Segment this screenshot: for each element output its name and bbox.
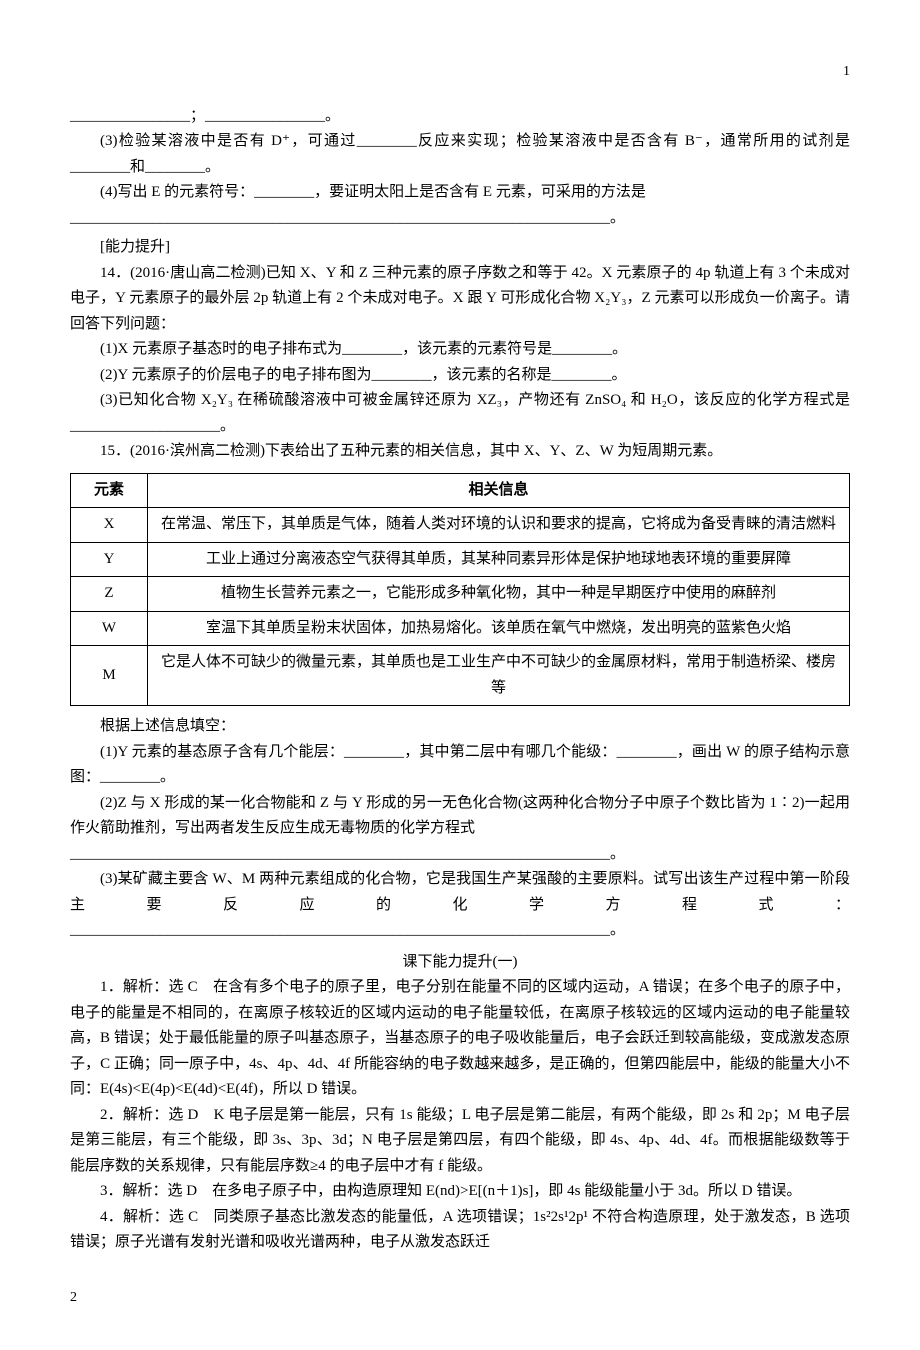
q13-4: (4)写出 E 的元素符号：________，要证明太阳上是否含有 E 元素，可… — [70, 180, 850, 206]
q15-2-blank: ________________________________________… — [70, 842, 850, 868]
th-info: 相关信息 — [148, 473, 850, 508]
cell-el: Y — [71, 542, 148, 577]
answers-title: 课下能力提升(一) — [70, 950, 850, 976]
element-info-table: 元素 相关信息 X 在常温、常压下，其单质是气体，随着人类对环境的认识和要求的提… — [70, 473, 850, 707]
q13-3: (3)检验某溶液中是否有 D⁺，可通过________反应来实现；检验某溶液中是… — [70, 129, 850, 180]
q13-line-a: ________________；________________。 — [70, 104, 850, 130]
cell-el: X — [71, 508, 148, 543]
ability-heading: [能力提升] — [70, 235, 850, 261]
table-row: M 它是人体不可缺少的微量元素，其单质也是工业生产中不可缺少的金属原材料，常用于… — [71, 646, 850, 706]
th-element: 元素 — [71, 473, 148, 508]
q14-3: (3)已知化合物 X₂Y₃ 在稀硫酸溶液中可被金属锌还原为 XZ₃，产物还有 Z… — [70, 388, 850, 439]
table-row: W 室温下其单质呈粉末状固体，加热易熔化。该单质在氧气中燃烧，发出明亮的蓝紫色火… — [71, 611, 850, 646]
answer-3: 3．解析：选 D 在多电子原子中，由构造原理知 E(nd)>E[(n＋1)s]，… — [70, 1179, 850, 1205]
q14-2: (2)Y 元素原子的价层电子的电子排布图为________，该元素的名称是___… — [70, 363, 850, 389]
q15-3-blank: ________________________________________… — [70, 918, 850, 944]
cell-info: 室温下其单质呈粉末状固体，加热易熔化。该单质在氧气中燃烧，发出明亮的蓝紫色火焰 — [148, 611, 850, 646]
answer-2: 2．解析：选 D K 电子层是第一能层，只有 1s 能级；L 电子层是第二能层，… — [70, 1103, 850, 1180]
table-header-row: 元素 相关信息 — [71, 473, 850, 508]
cell-el: W — [71, 611, 148, 646]
cell-el: Z — [71, 577, 148, 612]
answer-1: 1．解析：选 C 在含有多个电子的原子里，电子分别在能量不同的区域内运动，A 错… — [70, 975, 850, 1103]
answer-4: 4．解析：选 C 同类原子基态比激发态的能量低，A 选项错误；1s²2s¹2p¹… — [70, 1205, 850, 1256]
q14-1: (1)X 元素原子基态时的电子排布式为________，该元素的元素符号是___… — [70, 337, 850, 363]
cell-info: 它是人体不可缺少的微量元素，其单质也是工业生产中不可缺少的金属原材料，常用于制造… — [148, 646, 850, 706]
q15-after: 根据上述信息填空： — [70, 714, 850, 740]
table-row: Z 植物生长营养元素之一，它能形成多种氧化物，其中一种是早期医疗中使用的麻醉剂 — [71, 577, 850, 612]
cell-el: M — [71, 646, 148, 706]
cell-info: 植物生长营养元素之一，它能形成多种氧化物，其中一种是早期医疗中使用的麻醉剂 — [148, 577, 850, 612]
page-number-top: 1 — [70, 60, 850, 84]
q15-2: (2)Z 与 X 形成的某一化合物能和 Z 与 Y 形成的另一无色化合物(这两种… — [70, 791, 850, 842]
q15-1: (1)Y 元素的基态原子含有几个能层：________，其中第二层中有哪几个能级… — [70, 740, 850, 791]
table-row: X 在常温、常压下，其单质是气体，随着人类对环境的认识和要求的提高，它将成为备受… — [71, 508, 850, 543]
q14-head: 14．(2016·唐山高二检测)已知 X、Y 和 Z 三种元素的原子序数之和等于… — [70, 261, 850, 338]
cell-info: 在常温、常压下，其单质是气体，随着人类对环境的认识和要求的提高，它将成为备受青睐… — [148, 508, 850, 543]
page-number-bottom: 2 — [70, 1286, 850, 1310]
q15-3: (3)某矿藏主要含 W、M 两种元素组成的化合物，它是我国生产某强酸的主要原料。… — [70, 867, 850, 918]
table-row: Y 工业上通过分离液态空气获得其单质，其某种同素异形体是保护地球地表环境的重要屏… — [71, 542, 850, 577]
blank-segment: ________________ — [70, 108, 190, 124]
blank-segment-b: ；________________。 — [190, 108, 340, 124]
q13-4-blank: ________________________________________… — [70, 206, 850, 232]
cell-info: 工业上通过分离液态空气获得其单质，其某种同素异形体是保护地球地表环境的重要屏障 — [148, 542, 850, 577]
q15-head: 15．(2016·滨州高二检测)下表给出了五种元素的相关信息，其中 X、Y、Z、… — [70, 439, 850, 465]
